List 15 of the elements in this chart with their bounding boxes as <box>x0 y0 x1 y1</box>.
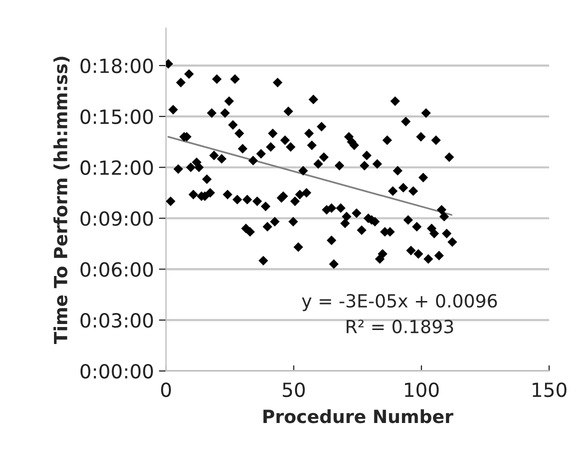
x-tick-label: 150 <box>532 382 566 398</box>
y-tick-label: 0:00:00 <box>80 364 153 379</box>
y-tick-label: 0:09:00 <box>80 211 153 226</box>
y-tick-label: 0:12:00 <box>80 160 153 176</box>
annotation: R² = 0.1893 <box>346 320 454 334</box>
x-tick-label: 0 <box>161 382 171 398</box>
y-tick-label: 0:06:00 <box>80 262 153 277</box>
y-tick-label: 0:18:00 <box>80 58 153 74</box>
x-tick-label: 50 <box>282 382 305 398</box>
y-axis-title: Time To Perform (hh:mm:ss) <box>53 56 70 344</box>
x-axis-title: Procedure Number <box>263 409 454 424</box>
annotation: y = -3E-05x + 0.0096 <box>302 294 497 312</box>
y-tick-label: 0:15:00 <box>80 109 153 124</box>
x-tick-label: 100 <box>405 382 439 398</box>
y-tick-label: 0:03:00 <box>80 313 153 328</box>
